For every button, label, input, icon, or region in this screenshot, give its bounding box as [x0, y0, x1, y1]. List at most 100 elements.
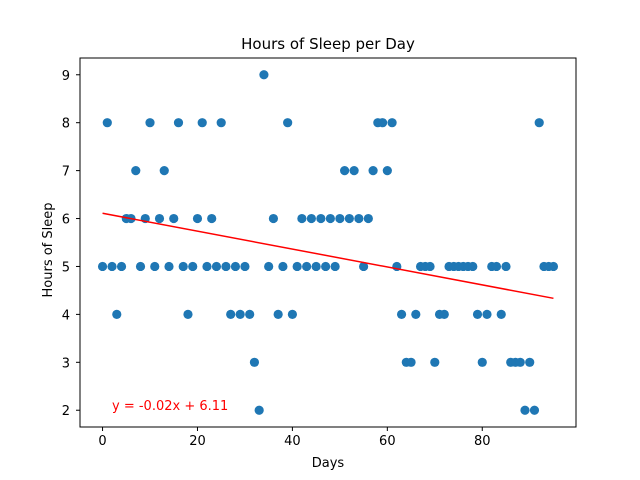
data-point [425, 261, 435, 272]
data-point [107, 261, 117, 272]
data-point [235, 309, 245, 319]
data-point [240, 261, 250, 272]
data-point [406, 357, 416, 367]
data-point [534, 118, 544, 128]
data-point [491, 261, 502, 272]
data-point [344, 213, 354, 224]
data-point [411, 309, 421, 319]
x-tick-label: 0 [98, 434, 106, 449]
data-point [226, 309, 236, 319]
data-point [278, 261, 288, 272]
y-tick-label: 4 [62, 308, 70, 323]
data-point [387, 118, 397, 128]
data-point [382, 166, 392, 176]
data-point [283, 118, 293, 128]
data-point [211, 261, 222, 272]
data-point [135, 261, 146, 272]
y-tick-label: 2 [62, 404, 70, 419]
data-point [150, 261, 160, 272]
data-point [520, 405, 530, 415]
y-axis-label: Hours of Sleep [41, 203, 56, 298]
data-point [169, 213, 179, 224]
data-points [97, 70, 559, 415]
data-point [164, 261, 174, 272]
data-point [321, 261, 331, 272]
data-point [359, 261, 369, 272]
data-point [159, 166, 169, 176]
trendline [102, 212, 554, 300]
data-point [496, 309, 506, 319]
data-point [525, 357, 535, 367]
y-axis-ticks: 2 3 4 5 6 7 8 9 [62, 69, 80, 419]
data-point [287, 309, 297, 319]
data-point [396, 309, 407, 319]
data-point [335, 213, 345, 224]
data-point [216, 118, 226, 128]
data-point [363, 213, 373, 224]
data-point [368, 166, 378, 176]
trendline-group [102, 212, 554, 300]
data-point [330, 261, 340, 272]
data-point [97, 261, 108, 272]
data-point [316, 213, 326, 224]
chart-title: Hours of Sleep per Day [241, 35, 415, 53]
data-point [472, 309, 483, 319]
data-point [145, 118, 155, 128]
data-point [102, 118, 112, 128]
data-point [197, 118, 207, 128]
y-tick-label: 6 [62, 213, 70, 228]
data-point [131, 166, 141, 176]
data-point [254, 405, 264, 415]
data-point [183, 309, 193, 319]
y-tick-label: 9 [62, 69, 70, 84]
data-point [116, 261, 127, 272]
data-point [112, 309, 122, 319]
data-point [468, 261, 478, 272]
data-point [306, 213, 316, 224]
x-tick-label: 40 [284, 434, 301, 449]
data-point [529, 405, 540, 415]
data-point [482, 309, 492, 319]
data-point [430, 357, 440, 367]
x-axis-label: Days [312, 456, 345, 471]
data-point [154, 213, 165, 224]
data-point [221, 261, 231, 272]
data-point [202, 261, 212, 272]
x-tick-label: 60 [379, 434, 396, 449]
data-point [268, 213, 279, 224]
data-point [349, 166, 359, 176]
data-point [188, 261, 198, 272]
data-point [501, 261, 511, 272]
data-point [477, 357, 487, 367]
data-point [273, 309, 283, 319]
trendline-equation: y = -0.02x + 6.11 [112, 399, 228, 414]
x-tick-label: 80 [474, 434, 491, 449]
data-point [207, 213, 217, 224]
y-tick-label: 5 [62, 260, 70, 275]
x-axis-ticks: 0 20 40 60 80 [98, 427, 491, 449]
data-point [173, 118, 184, 128]
data-point [325, 213, 335, 224]
data-point [302, 261, 312, 272]
y-tick-label: 8 [62, 117, 70, 132]
data-point [264, 261, 274, 272]
data-point [340, 166, 350, 176]
x-tick-label: 20 [189, 434, 206, 449]
data-point [515, 357, 525, 367]
data-point [292, 261, 302, 272]
y-tick-label: 7 [62, 165, 70, 180]
data-point [259, 70, 269, 80]
data-point [354, 213, 364, 224]
data-point [245, 309, 255, 319]
data-point [192, 213, 203, 224]
data-point [548, 261, 559, 272]
y-tick-label: 3 [62, 356, 70, 371]
data-point [377, 118, 388, 128]
data-point [439, 309, 449, 319]
data-point [249, 357, 260, 367]
data-point [311, 261, 321, 272]
data-point [297, 213, 307, 224]
data-point [178, 261, 188, 272]
